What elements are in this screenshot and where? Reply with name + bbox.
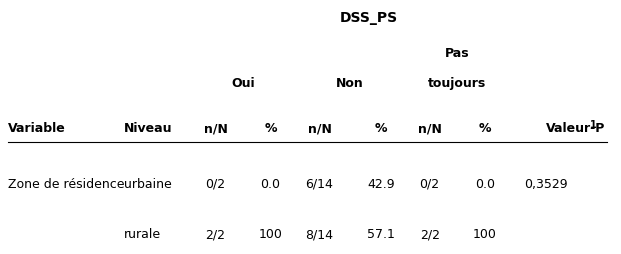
Text: 0.0: 0.0 <box>474 177 495 190</box>
Text: 0,3529: 0,3529 <box>524 177 568 190</box>
Text: 57.1: 57.1 <box>367 228 394 241</box>
Text: 100: 100 <box>258 228 283 241</box>
Text: 0/2: 0/2 <box>206 177 225 190</box>
Text: Valeur-P: Valeur-P <box>546 122 605 135</box>
Text: Zone de résidence: Zone de résidence <box>7 177 124 190</box>
Text: 8/14: 8/14 <box>306 228 333 241</box>
Text: %: % <box>478 122 491 135</box>
Text: 1: 1 <box>590 119 597 130</box>
Text: 2/2: 2/2 <box>420 228 440 241</box>
Text: 0/2: 0/2 <box>420 177 440 190</box>
Text: n/N: n/N <box>204 122 227 135</box>
Text: rurale: rurale <box>124 228 161 241</box>
Text: Oui: Oui <box>231 77 255 90</box>
Text: toujours: toujours <box>428 77 486 90</box>
Text: n/N: n/N <box>307 122 332 135</box>
Text: 100: 100 <box>473 228 497 241</box>
Text: %: % <box>374 122 387 135</box>
Text: urbaine: urbaine <box>124 177 171 190</box>
Text: 2/2: 2/2 <box>206 228 225 241</box>
Text: Niveau: Niveau <box>124 122 172 135</box>
Text: 42.9: 42.9 <box>367 177 394 190</box>
Text: n/N: n/N <box>418 122 442 135</box>
Text: 0.0: 0.0 <box>261 177 281 190</box>
Text: Non: Non <box>336 77 364 90</box>
Text: DSS_PS: DSS_PS <box>340 11 397 25</box>
Text: 6/14: 6/14 <box>306 177 333 190</box>
Text: Pas: Pas <box>445 46 469 59</box>
Text: %: % <box>265 122 277 135</box>
Text: Variable: Variable <box>7 122 65 135</box>
